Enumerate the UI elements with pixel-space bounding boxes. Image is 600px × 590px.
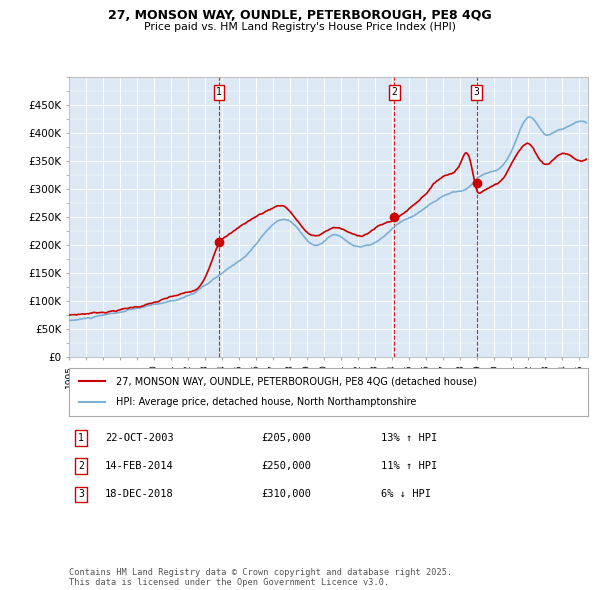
- Text: Price paid vs. HM Land Registry's House Price Index (HPI): Price paid vs. HM Land Registry's House …: [144, 22, 456, 32]
- Text: 27, MONSON WAY, OUNDLE, PETERBOROUGH, PE8 4QG (detached house): 27, MONSON WAY, OUNDLE, PETERBOROUGH, PE…: [116, 376, 477, 386]
- Text: 22-OCT-2003: 22-OCT-2003: [105, 433, 174, 442]
- Text: 3: 3: [78, 490, 84, 499]
- Text: Contains HM Land Registry data © Crown copyright and database right 2025.
This d: Contains HM Land Registry data © Crown c…: [69, 568, 452, 587]
- Text: 1: 1: [216, 87, 222, 97]
- Text: 27, MONSON WAY, OUNDLE, PETERBOROUGH, PE8 4QG: 27, MONSON WAY, OUNDLE, PETERBOROUGH, PE…: [108, 9, 492, 22]
- Text: 3: 3: [474, 87, 479, 97]
- Text: 13% ↑ HPI: 13% ↑ HPI: [381, 433, 437, 442]
- Text: 2: 2: [78, 461, 84, 471]
- Text: HPI: Average price, detached house, North Northamptonshire: HPI: Average price, detached house, Nort…: [116, 398, 416, 408]
- Text: £250,000: £250,000: [261, 461, 311, 471]
- Text: £205,000: £205,000: [261, 433, 311, 442]
- Text: 14-FEB-2014: 14-FEB-2014: [105, 461, 174, 471]
- Text: 11% ↑ HPI: 11% ↑ HPI: [381, 461, 437, 471]
- Text: 18-DEC-2018: 18-DEC-2018: [105, 490, 174, 499]
- Text: 6% ↓ HPI: 6% ↓ HPI: [381, 490, 431, 499]
- Text: 2: 2: [391, 87, 397, 97]
- Text: 1: 1: [78, 433, 84, 442]
- Text: £310,000: £310,000: [261, 490, 311, 499]
